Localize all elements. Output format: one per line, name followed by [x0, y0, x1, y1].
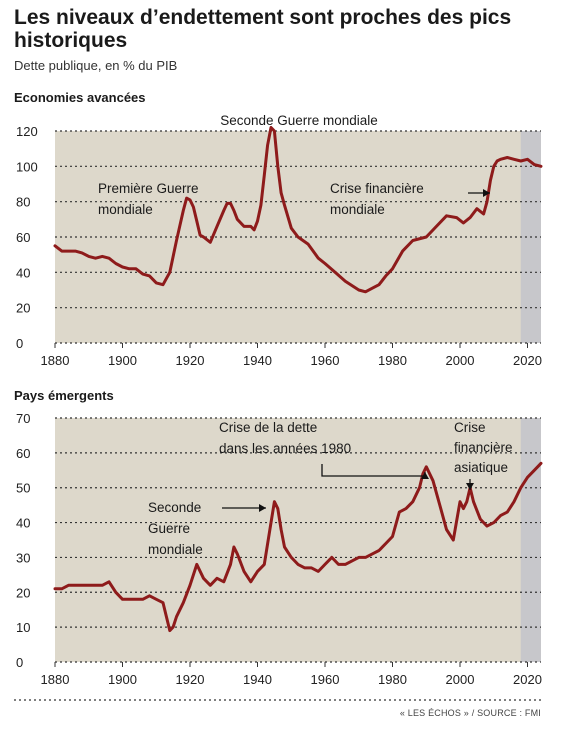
- emerging-y-tick-label: 20: [16, 585, 30, 600]
- emerging-arrow-head: [466, 483, 474, 490]
- emerging-annotation-text: mondiale: [148, 542, 203, 557]
- advanced-x-tick-label: 1960: [311, 353, 340, 368]
- advanced-y-tick-label: 60: [16, 230, 30, 245]
- advanced-arrow-head: [483, 189, 490, 197]
- advanced-x-tick-label: 2020: [513, 353, 542, 368]
- advanced-x-tick-label: 2000: [446, 353, 475, 368]
- advanced-y-tick-label: 80: [16, 195, 30, 210]
- emerging-y-tick-label: 30: [16, 550, 30, 565]
- emerging-section-title: Pays émergents: [14, 388, 114, 403]
- advanced-x-tick-label: 1900: [108, 353, 137, 368]
- emerging-plot-area: [55, 418, 541, 662]
- advanced-y-tick-label: 40: [16, 265, 30, 280]
- emerging-arrow-head: [421, 472, 429, 479]
- emerging-series-line: [53, 461, 543, 633]
- emerging-x-tick-label: 1920: [176, 672, 205, 687]
- emerging-y-tick-label: 0: [16, 655, 23, 670]
- advanced-series-line: [53, 126, 543, 294]
- emerging-x-tick-label: 1880: [41, 672, 70, 687]
- emerging-annotation-text: Guerre: [148, 521, 190, 536]
- advanced-x-tick-label: 1980: [378, 353, 407, 368]
- emerging-y-tick-label: 10: [16, 620, 30, 635]
- source-note: « LES ÉCHOS » / SOURCE : FMI: [400, 708, 541, 718]
- chart-subtitle: Dette publique, en % du PIB: [14, 58, 178, 73]
- emerging-x-tick-label: 2000: [446, 672, 475, 687]
- advanced-section-title: Economies avancées: [14, 90, 146, 105]
- advanced-annotation-text: Seconde Guerre mondiale: [220, 113, 378, 128]
- advanced-annotation-text: Crise financière: [330, 181, 424, 196]
- advanced-x-tick-label: 1940: [243, 353, 272, 368]
- emerging-y-tick-label: 40: [16, 516, 30, 531]
- emerging-y-tick-label: 70: [16, 411, 30, 426]
- emerging-y-tick-label: 60: [16, 446, 30, 461]
- emerging-x-tick-label: 2020: [513, 672, 542, 687]
- advanced-y-tick-label: 120: [16, 124, 38, 139]
- emerging-x-tick-label: 1940: [243, 672, 272, 687]
- emerging-x-tick-label: 1980: [378, 672, 407, 687]
- emerging-arrow-head: [259, 504, 266, 512]
- emerging-annotation-text: financière: [454, 440, 513, 455]
- advanced-annotation-text: mondiale: [330, 202, 385, 217]
- advanced-y-tick-label: 0: [16, 336, 23, 351]
- advanced-y-tick-label: 20: [16, 301, 30, 316]
- advanced-x-tick-label: 1880: [41, 353, 70, 368]
- emerging-annotation-text: asiatique: [454, 460, 508, 475]
- advanced-y-tick-label: 100: [16, 159, 38, 174]
- emerging-projection-shade: [520, 418, 541, 662]
- emerging-x-tick-label: 1900: [108, 672, 137, 687]
- advanced-annotation-text: mondiale: [98, 202, 153, 217]
- chart-title: Les niveaux d’endettement sont proches d…: [14, 6, 512, 52]
- advanced-x-tick-label: 1920: [176, 353, 205, 368]
- emerging-annotation-text: Crise de la dette: [219, 420, 317, 435]
- advanced-annotation-text: Première Guerre: [98, 181, 199, 196]
- emerging-y-tick-label: 50: [16, 481, 30, 496]
- emerging-annotation-text: dans les années 1980: [219, 441, 351, 456]
- emerging-annotation-text: Crise: [454, 420, 486, 435]
- emerging-annotation-text: Seconde: [148, 500, 201, 515]
- emerging-x-tick-label: 1960: [311, 672, 340, 687]
